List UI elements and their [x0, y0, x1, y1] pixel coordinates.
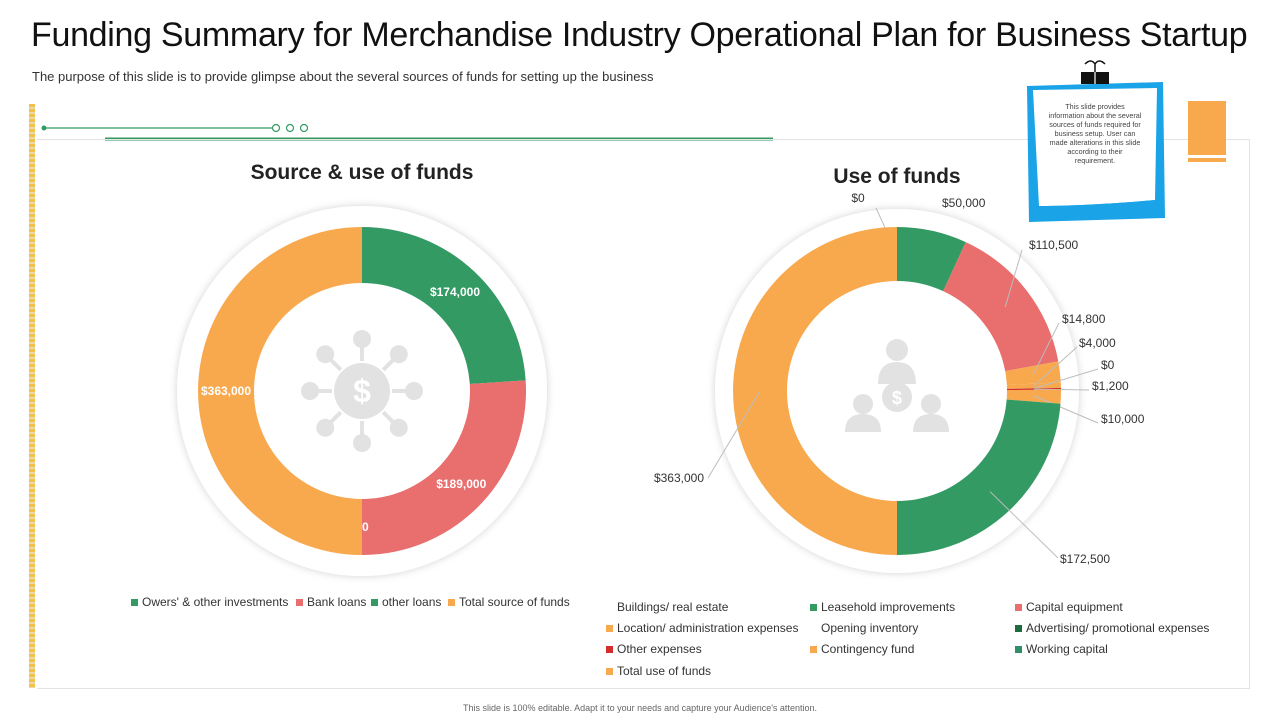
chart2-leader-line — [989, 491, 1059, 559]
legend-label: Bank loans — [307, 595, 367, 609]
chart2-leader-line — [707, 390, 761, 479]
legend-label: Advertising/ promotional expenses — [1026, 621, 1210, 635]
investors-money-icon: $ — [845, 339, 949, 432]
legend-label: Other expenses — [617, 642, 702, 656]
chart2-leader-line — [1033, 395, 1099, 424]
chart2-data-label: $4,000 — [1079, 336, 1116, 350]
chart2-title: Use of funds — [833, 165, 960, 188]
timeline-dot-icon — [299, 123, 309, 133]
svg-text:$: $ — [892, 388, 902, 408]
chart1-data-label: $189,000 — [436, 477, 486, 491]
chart1-slice — [362, 227, 526, 384]
chart2-data-label: $172,500 — [1060, 552, 1110, 566]
legend-item: Contingency fund — [810, 642, 914, 656]
chart2-leader-line — [1004, 249, 1023, 308]
legend-swatch — [810, 645, 817, 653]
legend-label: Owers' & other investments — [142, 595, 289, 609]
footer-note: This slide is 100% editable. Adapt it to… — [463, 703, 817, 713]
chart2-slice — [1005, 361, 1061, 386]
chart2-leader-line — [1032, 322, 1060, 376]
legend-item: Other expenses — [606, 642, 702, 656]
sticky-note: This slide provides information about th… — [1023, 60, 1167, 222]
note-text: This slide provides information about th… — [1048, 102, 1142, 165]
chart2-data-label: $10,000 — [1101, 412, 1145, 426]
timeline-dot-icon — [285, 123, 295, 133]
legend-label: Opening inventory — [821, 621, 919, 635]
legend-item: Total use of funds — [606, 664, 711, 678]
legend-item: Working capital — [1015, 642, 1108, 656]
chart1-title: Source & use of funds — [251, 161, 474, 184]
chart1-data-label: $363,000 — [201, 384, 251, 398]
page-subtitle: The purpose of this slide is to provide … — [32, 69, 654, 84]
legend-label: other loans — [382, 595, 442, 609]
content-frame — [37, 139, 1250, 689]
chart2-data-label: $363,000 — [654, 471, 704, 485]
legend-swatch — [1015, 624, 1022, 632]
chart2-slice — [733, 227, 897, 555]
legend-label: Location/ administration expenses — [617, 621, 799, 635]
page-title: Funding Summary for Merchandise Industry… — [31, 16, 1248, 54]
money-network-icon: $ — [301, 330, 423, 452]
legend-item: Bank loans — [296, 595, 366, 609]
legend-label: Total use of funds — [617, 664, 712, 678]
legend-item: Leasehold improvements — [810, 600, 955, 614]
chart2-leader-line — [1033, 368, 1099, 389]
svg-text:$: $ — [353, 373, 371, 409]
decorative-orange-line — [1188, 158, 1226, 162]
chart2-data-label: $50,000 — [942, 196, 986, 210]
legend-swatch — [131, 598, 138, 606]
chart1-slice — [362, 380, 527, 555]
chart2-slice — [1006, 389, 1061, 404]
chart2-data-label: $1,200 — [1092, 379, 1129, 393]
legend-label: Working capital — [1026, 642, 1108, 656]
legend-swatch — [371, 598, 378, 606]
legend-item: Capital equipment — [1015, 600, 1123, 614]
legend-label: Contingency fund — [821, 642, 915, 656]
legend-item: Total source of funds — [448, 595, 570, 609]
chart2-leader-line — [1033, 346, 1078, 387]
chart2-data-label: $110,500 — [1029, 238, 1078, 252]
legend-swatch — [606, 604, 613, 611]
legend-label: Total source of funds — [459, 595, 570, 609]
legend-label: Leasehold improvements — [821, 600, 956, 614]
legend-item: Opening inventory — [810, 621, 918, 635]
chart2-slice — [943, 242, 1059, 372]
legend-label: Buildings/ real estate — [617, 600, 729, 614]
legend-item: Location/ administration expenses — [606, 621, 798, 635]
legend-item: Owers' & other investments — [131, 595, 288, 609]
decorative-orange-block — [1188, 101, 1226, 155]
legend-swatch — [296, 598, 303, 606]
chart2-slice — [897, 227, 966, 292]
legend-swatch — [1015, 645, 1022, 653]
chart2-data-label: $0 — [851, 191, 865, 205]
legend-item: Buildings/ real estate — [606, 600, 728, 614]
chart1-slice — [198, 227, 362, 555]
binder-clip-icon — [1081, 60, 1109, 84]
legend-item: Advertising/ promotional expenses — [1015, 621, 1209, 635]
legend-swatch — [448, 598, 455, 606]
timeline-dot-icon — [271, 123, 281, 133]
chart1-data-label: $174,000 — [430, 285, 480, 299]
legend-swatch — [606, 624, 613, 632]
chart2-data-label: $14,800 — [1062, 312, 1106, 326]
legend-swatch — [606, 645, 613, 653]
decorative-side-bar — [29, 104, 35, 688]
timeline-dot-icon — [41, 125, 47, 131]
legend-item: other loans — [371, 595, 441, 609]
legend-swatch — [606, 667, 613, 675]
legend-swatch — [810, 603, 817, 611]
chart2-slice — [897, 399, 1061, 555]
legend-swatch — [1015, 603, 1022, 611]
chart2-leader-line — [1033, 388, 1090, 391]
legend-label: Capital equipment — [1026, 600, 1123, 614]
chart2-data-label: $0 — [1101, 358, 1115, 372]
legend-swatch — [810, 625, 817, 632]
